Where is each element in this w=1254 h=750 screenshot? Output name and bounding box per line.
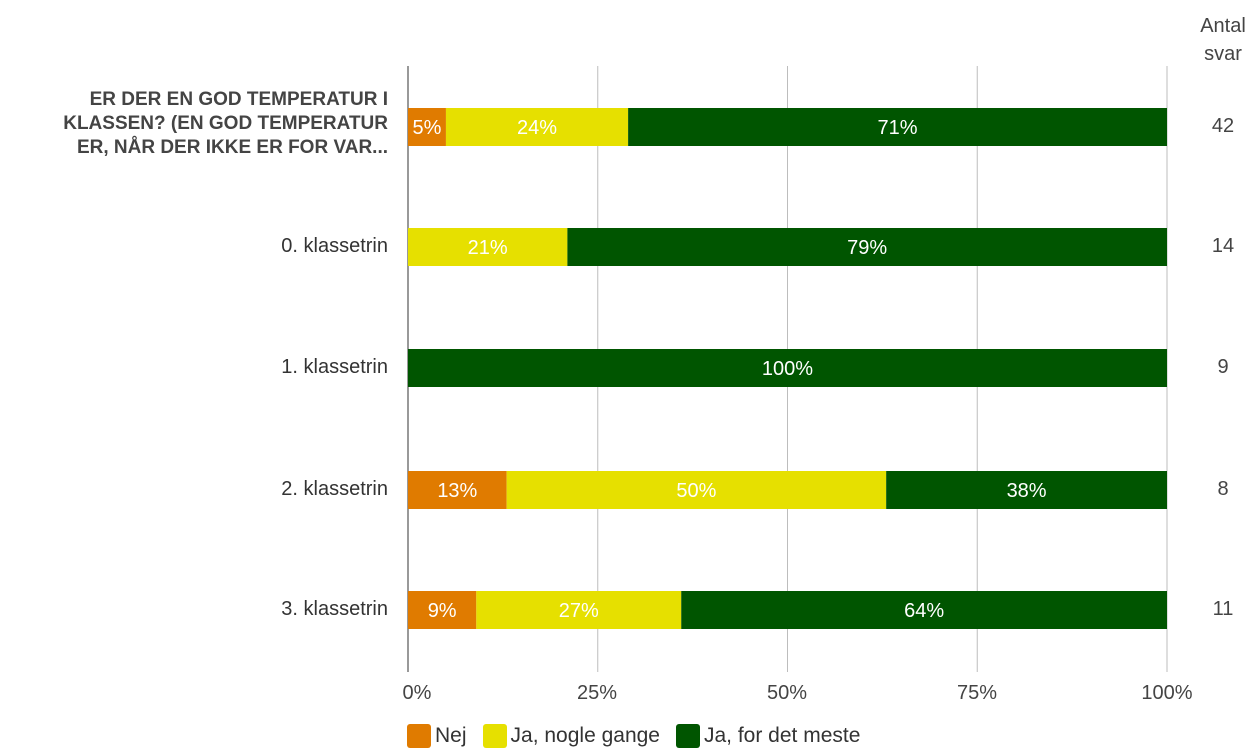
bar-segment[interactable] xyxy=(886,471,1167,509)
bar-segment[interactable] xyxy=(408,591,477,629)
bar-segment[interactable] xyxy=(506,471,887,509)
bar-data-label: 38% xyxy=(1007,480,1047,502)
bar-segment[interactable] xyxy=(408,349,1167,387)
row-label-question: ER DER EN GOD TEMPERATUR I KLASSEN? (EN … xyxy=(63,89,388,158)
bar-segment[interactable] xyxy=(476,591,682,629)
bar-data-label: 71% xyxy=(878,117,918,139)
legend: Nej Ja, nogle gange Ja, for det meste xyxy=(407,722,876,750)
row-label-3-klassetrin: 3. klassetrin xyxy=(281,598,388,620)
bar-data-label: 21% xyxy=(468,237,508,259)
bar-data-label: 13% xyxy=(437,480,477,502)
legend-swatch-ja-nogle-gange xyxy=(482,724,507,748)
row-label-1-klassetrin: 1. klassetrin xyxy=(281,356,388,378)
bar-segment[interactable] xyxy=(445,108,629,146)
legend-item-ja-for-det-meste[interactable]: Ja, for det meste xyxy=(675,724,861,748)
legend-label-nej: Nej xyxy=(435,724,467,747)
x-tick-label: 25% xyxy=(576,682,618,704)
row-label-0-klassetrin: 0. klassetrin xyxy=(281,235,388,257)
bar-data-label: 79% xyxy=(847,237,887,259)
count-value: 9 xyxy=(1217,356,1229,378)
bar-segment[interactable] xyxy=(408,471,507,509)
bar-data-label: 5% xyxy=(413,117,442,139)
bar-data-label: 50% xyxy=(676,480,716,502)
count-value: 11 xyxy=(1212,598,1234,620)
legend-item-nej[interactable]: Nej xyxy=(407,724,467,748)
legend-item-ja-nogle-gange[interactable]: Ja, nogle gange xyxy=(482,724,660,748)
count-value: 8 xyxy=(1217,478,1229,500)
x-tick-label: 100% xyxy=(1141,682,1193,704)
legend-label-ja-nogle-gange: Ja, nogle gange xyxy=(510,724,660,747)
bar-segment[interactable] xyxy=(408,108,446,146)
count-value: 42 xyxy=(1211,115,1235,137)
legend-swatch-ja-for-det-meste xyxy=(675,724,700,748)
x-tick-label: 50% xyxy=(766,682,808,704)
bar-data-label: 100% xyxy=(762,358,813,380)
row-label-2-klassetrin: 2. klassetrin xyxy=(281,478,388,500)
bar-data-label: 27% xyxy=(559,600,599,622)
count-value: 14 xyxy=(1211,235,1235,257)
legend-label-ja-for-det-meste: Ja, for det meste xyxy=(703,724,861,747)
x-tick-label: 0% xyxy=(402,682,432,704)
x-tick-label: 75% xyxy=(956,682,998,704)
bar-data-label: 64% xyxy=(904,600,944,622)
legend-swatch-nej xyxy=(407,724,431,748)
bar-segment[interactable] xyxy=(681,591,1167,629)
count-header-line-1: Antal xyxy=(1200,15,1246,37)
count-header: Antal svar xyxy=(1193,12,1253,68)
bar-segment[interactable] xyxy=(628,108,1167,146)
bar-data-label: 9% xyxy=(428,600,457,622)
count-header-line-2: svar xyxy=(1204,43,1242,65)
bar-data-label: 24% xyxy=(517,117,557,139)
bar-segment[interactable] xyxy=(408,228,568,266)
bar-segment[interactable] xyxy=(567,228,1167,266)
